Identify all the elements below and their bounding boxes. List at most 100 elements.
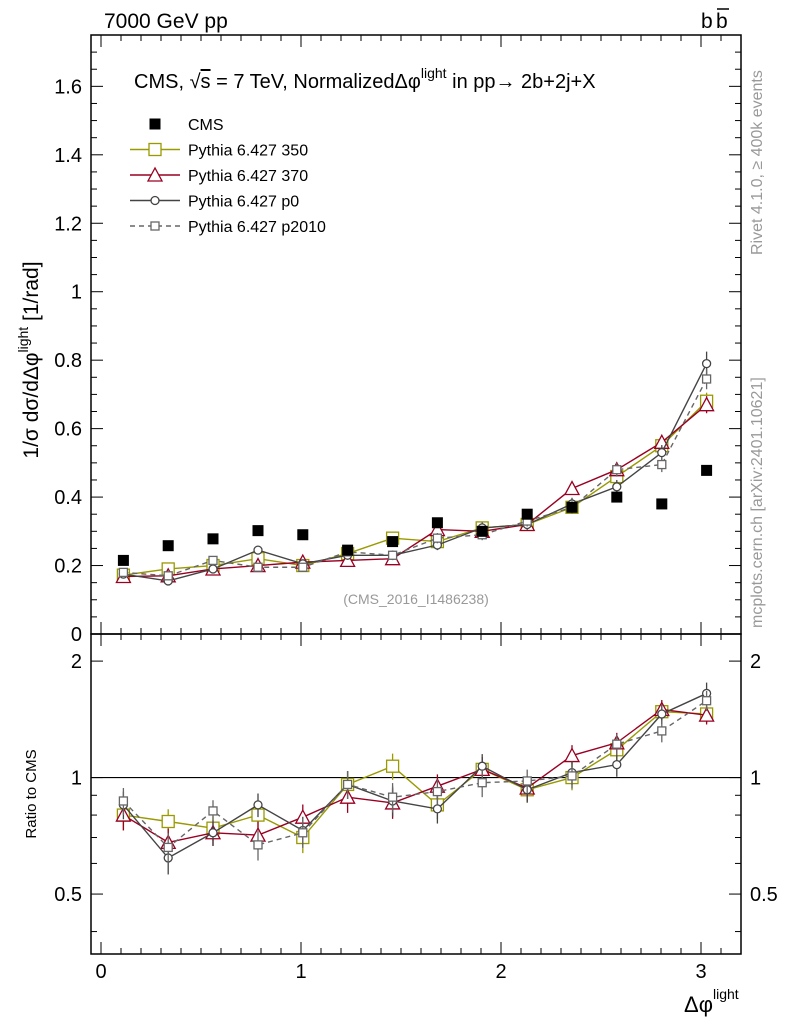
x-tick-label: 2: [495, 961, 506, 983]
rivet-label: Rivet 4.1.0, ≥ 400k events: [749, 70, 766, 255]
data-point: [118, 567, 129, 578]
series-pythia-6-427-p2010: [118, 690, 712, 863]
data-point: [477, 761, 487, 771]
main-ytick-label: 0.2: [54, 556, 82, 578]
series-pythia-6-427-350: [116, 392, 714, 582]
main-ytick-label: 0: [71, 624, 82, 646]
header-right-b2: b: [716, 10, 728, 33]
data-point: [522, 776, 532, 786]
legend-marker: [146, 166, 164, 182]
main-ytick-label: 1: [71, 282, 82, 304]
title-part-c: in pp→ 2b+2j+X: [447, 71, 596, 93]
data-point: [163, 571, 173, 581]
data-point: [477, 778, 487, 788]
data-point: [567, 771, 577, 781]
watermark: (CMS_2016_I1486238): [343, 591, 489, 607]
main-ytick-label: 1.6: [54, 76, 82, 98]
legend: CMS Pythia 6.427 350 Pythia 6.427 370 Pythi…: [130, 117, 326, 236]
data-point: [163, 842, 173, 853]
legend-label: CMS: [188, 117, 224, 134]
legend-label: Pythia 6.427 p0: [188, 194, 299, 211]
legend-label: Pythia 6.427 p2010: [188, 219, 326, 236]
data-point: [701, 374, 712, 384]
data-point: [563, 747, 581, 763]
data-point: [117, 554, 129, 566]
mcplots-label: mcplots.cern.ch [arXiv:2401.10621]: [749, 377, 766, 628]
ratio-panel: 0.5 0.5 1 1 2 2: [54, 633, 778, 955]
data-point: [612, 739, 622, 749]
ratio-ytick-labels: 0.5 0.5 1 1 2 2: [54, 651, 778, 906]
series-pythia-6-427-370: [115, 699, 715, 858]
data-point: [342, 544, 354, 556]
series-pythia-6-427-p0: [118, 351, 712, 586]
series-pythia-6-427-p0: [118, 682, 712, 875]
main-ylabel-suffix: [1/rad]: [20, 261, 43, 326]
legend-entry: Pythia 6.427 p0: [130, 194, 299, 211]
series-line: [123, 400, 708, 576]
data-point: [387, 792, 398, 802]
data-point: [656, 498, 668, 510]
data-point: [253, 562, 263, 572]
title-s: s: [201, 71, 211, 93]
data-point: [431, 517, 443, 529]
series-line: [122, 700, 707, 849]
data-point: [432, 786, 443, 797]
data-point: [298, 562, 308, 572]
series-cms: [117, 464, 713, 566]
data-point: [208, 555, 218, 566]
data-point: [701, 464, 713, 476]
x-tick-label: 3: [695, 961, 706, 983]
x-tick-labels: 0 1 2 3: [95, 961, 706, 983]
ratio-ytick-label-left: 0.5: [54, 884, 82, 906]
ratio-ylabel: Ratio to CMS: [23, 749, 40, 838]
legend-entry: Pythia 6.427 350: [130, 143, 308, 160]
series-line: [123, 378, 708, 577]
series-pythia-6-427-370: [115, 396, 715, 584]
data-point: [298, 828, 308, 838]
title-sqrt: √: [190, 71, 201, 93]
ratio-ytick-label-right: 1: [750, 768, 761, 790]
legend-entry: Pythia 6.427 370: [130, 166, 308, 185]
data-point: [432, 533, 443, 543]
data-point: [342, 779, 353, 790]
x-axis-label-base: Δφ: [684, 992, 713, 1017]
data-point: [657, 459, 667, 470]
data-point: [612, 759, 622, 770]
series-line: [122, 692, 707, 859]
data-point: [387, 550, 398, 560]
data-point: [252, 525, 264, 537]
ratio-ytick-label-left: 1: [71, 768, 82, 790]
data-point: [432, 804, 443, 814]
legend-label: Pythia 6.427 370: [188, 168, 308, 185]
legend-marker: [150, 195, 160, 206]
main-ytick-label: 0.8: [54, 350, 82, 372]
data-point: [563, 480, 581, 496]
ratio-ytick-label-left: 2: [71, 651, 82, 673]
x-axis-label: Δφlight: [684, 986, 739, 1017]
data-point: [701, 696, 712, 706]
ratio-series: [115, 682, 715, 875]
data-point: [207, 533, 219, 545]
legend-entry: CMS: [149, 117, 224, 134]
series-line: [123, 363, 708, 582]
legend-entry: Pythia 6.427 p2010: [130, 219, 326, 236]
data-point: [566, 501, 578, 513]
header-right-b1: b: [701, 10, 713, 33]
title-sup: light: [421, 65, 447, 81]
x-tick-label: 1: [295, 961, 306, 983]
legend-label: Pythia 6.427 350: [188, 143, 308, 160]
legend-marker: [149, 118, 161, 130]
data-point: [657, 709, 667, 719]
data-point: [657, 726, 667, 736]
header-right: b b: [701, 8, 729, 33]
data-point: [521, 508, 533, 520]
main-ytick-label: 1.2: [54, 213, 82, 235]
title-part-a: CMS,: [134, 71, 190, 93]
ratio-frame: [90, 633, 742, 955]
x-axis-label-sup: light: [713, 986, 739, 1002]
data-point: [701, 358, 712, 369]
main-series: [115, 351, 715, 586]
main-ticks: [91, 34, 742, 635]
ratio-ticks: [91, 634, 742, 954]
